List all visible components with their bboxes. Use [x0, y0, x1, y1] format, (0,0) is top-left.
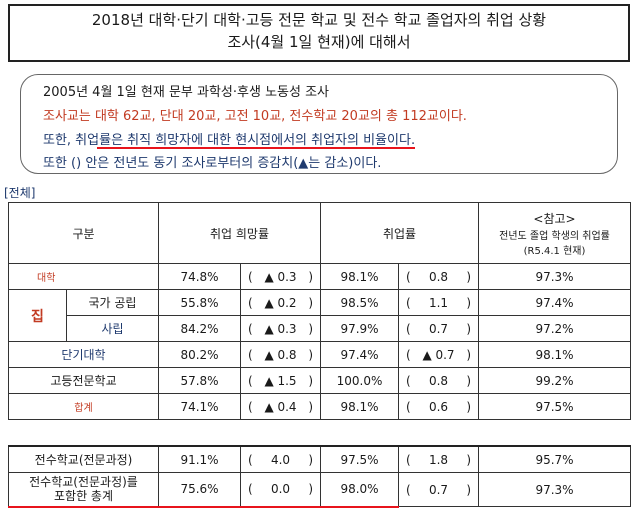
table-header-row: 구분 취업 희망률 취업률 <참고> 전년도 졸업 학생의 취업률 (R5.4.… [8, 202, 632, 264]
table-row: 단기대학 80.2% (▲ 0.8) 97.4% (▲ 0.7) 98.1% [8, 341, 632, 368]
emp-diff-cell: (0.8) [398, 263, 480, 290]
row-label-total: 전수학교(전문과정)를 포함한 총계 [8, 472, 159, 508]
header-category: 구분 [8, 202, 159, 264]
row-label: 합계 [8, 393, 159, 420]
emp-diff-cell: (1.1) [398, 289, 480, 316]
header-ref-sub2: (R5.4.1 현재) [523, 245, 586, 257]
table-row: 고등전문학교 57.8% (▲ 1.5) 100.0% (0.8) 99.2% [8, 367, 632, 394]
note-line-2: 조사교는 대학 62교, 단대 20교, 고전 10교, 전수학교 20교의 총… [43, 109, 467, 124]
emp-value: 98.5% [320, 289, 400, 316]
header-employment-rate: 취업률 [320, 202, 480, 264]
ref-value: 97.3% [478, 472, 632, 507]
ref-value: 97.5% [478, 393, 632, 420]
hope-value: 57.8% [158, 367, 241, 394]
note-line-3: 또한, 취업률은 취직 희망자에 대한 현시점에서의 취업자의 비율이다. [43, 133, 416, 148]
hope-diff-cell: (▲ 1.5) [239, 367, 322, 394]
table-row: 대학 74.8% (▲ 0.3) 98.1% (0.8) 97.3% [8, 263, 632, 290]
table-row: 전수학교(전문과정)를 포함한 총계 75.6% (0.0) 98.0% (0.… [8, 472, 632, 508]
hope-value: 80.2% [158, 341, 241, 368]
table-row: 합계 74.1% (▲ 0.4) 98.1% (0.6) 97.5% [8, 393, 632, 420]
ref-value: 99.2% [478, 367, 632, 394]
table-row: 집 국가 공립 55.8% (▲ 0.2) 98.5% (1.1) 97.4% [8, 289, 632, 342]
emp-diff-cell: (0.6) [398, 393, 480, 420]
table-row: 전수학교(전문과정) 91.1% (4.0) 97.5% (1.8) 95.7% [8, 445, 632, 473]
ref-value: 98.1% [478, 341, 632, 368]
hope-value: 74.8% [158, 263, 241, 290]
note-line-4: 또한 () 안은 전년도 동기 조사로부터의 증감치(▲는 감소)이다. [43, 156, 382, 171]
hope-diff-cell: (▲ 0.3) [239, 315, 322, 342]
emp-diff-cell: (1.8) [398, 445, 480, 473]
ref-value: 95.7% [478, 445, 632, 473]
emp-diff-cell: (0.7) [398, 472, 480, 507]
header-reference: <참고> 전년도 졸업 학생의 취업률 (R5.4.1 현재) [478, 202, 632, 264]
header-hope-rate: 취업 희망률 [157, 202, 322, 264]
hope-value: 74.1% [158, 393, 241, 420]
ref-value: 97.4% [478, 289, 632, 316]
row-label: 전수학교(전문과정) [8, 445, 159, 473]
row-group-label: 집 [8, 289, 67, 342]
emp-value: 97.4% [320, 341, 400, 368]
hope-diff-cell: (0.0) [239, 472, 322, 508]
title-box: 2018년 대학·단기 대학·고등 전문 학교 및 전수 학교 졸업자의 취업 … [8, 4, 630, 62]
emp-diff-cell: (▲ 0.7) [398, 341, 480, 368]
header-ref-title: <참고> [533, 211, 576, 226]
ref-value: 97.3% [478, 263, 632, 290]
hope-diff-cell: (▲ 0.4) [239, 393, 322, 420]
row-label-line1: 전수학교(전문과정)를 [29, 475, 138, 490]
emp-value: 100.0% [320, 367, 400, 394]
row-label: 단기대학 [8, 341, 159, 368]
row-label: 사립 [66, 315, 159, 342]
title-line-2: 조사(4월 1일 현재)에 대해서 [227, 33, 411, 51]
table-gap [9, 420, 631, 447]
emp-value: 98.1% [320, 263, 400, 290]
hope-diff-cell: (4.0) [239, 445, 322, 473]
hope-value: 75.6% [158, 472, 241, 508]
hope-diff-cell: (▲ 0.3) [239, 263, 322, 290]
emp-value: 97.9% [320, 315, 400, 342]
row-label: 국가 공립 [66, 289, 159, 316]
ref-value: 97.2% [478, 315, 632, 342]
emp-diff-cell: (0.8) [398, 367, 480, 394]
row-label: 대학 [8, 263, 159, 290]
section-label: [전체] [4, 186, 36, 200]
hope-value: 84.2% [158, 315, 241, 342]
hope-diff-cell: (▲ 0.2) [239, 289, 322, 316]
emp-value: 98.1% [320, 393, 400, 420]
note-box: 2005년 4월 1일 현재 문부 과학성·후생 노동성 조사 조사교는 대학 … [20, 74, 618, 174]
hope-value: 55.8% [158, 289, 241, 316]
note-line-1: 2005년 4월 1일 현재 문부 과학성·후생 노동성 조사 [43, 85, 330, 100]
row-label-line2: 포함한 총계 [53, 489, 113, 504]
row-label: 고등전문학교 [8, 367, 159, 394]
hope-value: 91.1% [158, 445, 241, 473]
note-underline [97, 147, 415, 149]
emp-value: 98.0% [320, 472, 400, 508]
employment-table: 구분 취업 희망률 취업률 <참고> 전년도 졸업 학생의 취업률 (R5.4.… [8, 202, 632, 508]
table-row: 사립 84.2% (▲ 0.3) 97.9% (0.7) 97.2% [9, 315, 632, 342]
title-line-1: 2018년 대학·단기 대학·고등 전문 학교 및 전수 학교 졸업자의 취업 … [91, 11, 547, 29]
header-ref-sub1: 전년도 졸업 학생의 취업률 [499, 230, 610, 242]
emp-diff-cell: (0.7) [398, 315, 480, 342]
hope-diff-cell: (▲ 0.8) [239, 341, 322, 368]
emp-value: 97.5% [320, 445, 400, 473]
